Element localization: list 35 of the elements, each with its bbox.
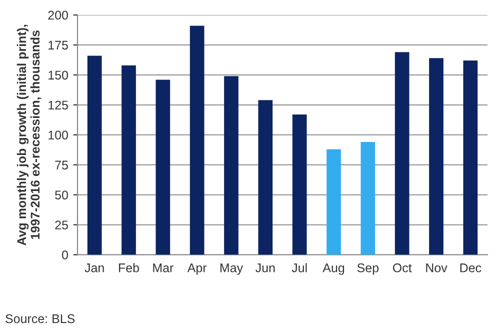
y-tick-label: 100 xyxy=(48,130,68,140)
bar xyxy=(190,26,204,255)
bar xyxy=(463,60,478,255)
x-tick-label: Jul xyxy=(292,263,307,272)
x-tick-label: Jun xyxy=(256,264,275,272)
bar xyxy=(292,114,307,255)
bar xyxy=(87,56,102,255)
x-tick-label: May xyxy=(220,264,244,275)
x-tick-label: Aug xyxy=(322,264,344,275)
bar xyxy=(326,149,341,255)
bar xyxy=(360,142,376,255)
y-tick-label: 25 xyxy=(55,220,68,230)
y-tick-label: 125 xyxy=(48,100,68,110)
bar xyxy=(258,100,273,255)
y-tick-label: 150 xyxy=(48,70,68,80)
y-tick-label: 175 xyxy=(48,40,68,50)
y-tick-label: 200 xyxy=(48,10,68,20)
x-tick-label: Dec xyxy=(460,264,482,272)
y-tick-label: 50 xyxy=(55,190,68,200)
y-tick-label: 75 xyxy=(55,160,68,170)
y-axis-title: Avg monthly job growth (initial print), 1997-2016 ex-recession, thousands xyxy=(16,24,42,246)
bar xyxy=(122,65,136,255)
x-tick-label: Mar xyxy=(153,264,174,272)
source-note: Source: BLS xyxy=(6,314,75,324)
bar xyxy=(224,76,238,255)
x-tick-label: Jan xyxy=(84,264,104,272)
x-tick-label: Sep xyxy=(357,263,379,275)
x-tick-label: Apr xyxy=(187,264,207,275)
x-tick-label: Feb xyxy=(119,263,139,272)
bar xyxy=(394,52,410,255)
y-tick-label: 0 xyxy=(62,250,68,260)
x-tick-label: Nov xyxy=(426,264,448,272)
bar xyxy=(156,80,170,255)
bar xyxy=(429,58,444,255)
x-tick-label: Oct xyxy=(392,263,412,272)
